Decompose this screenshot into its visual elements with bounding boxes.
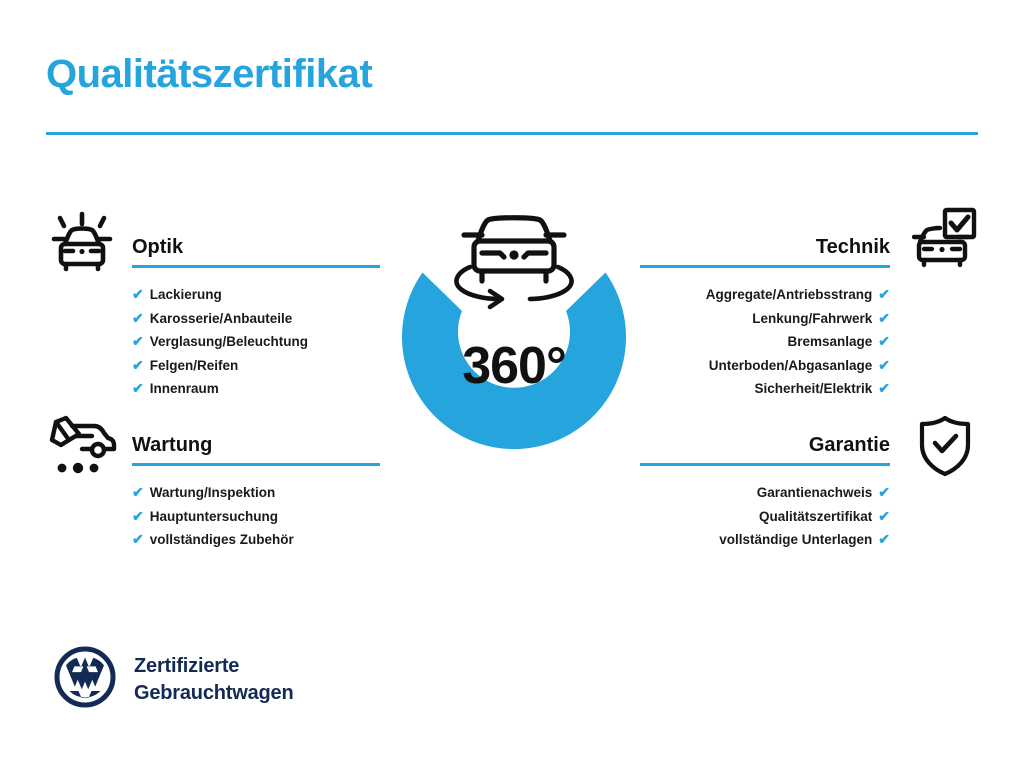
list-item-label: Unterboden/Abgasanlage [708,357,873,373]
check-icon: ✔ [132,309,144,326]
badge-ring [402,272,626,450]
check-icon: ✔ [878,286,890,302]
list-item: ✔ Innenraum [132,377,380,401]
list-item-label: vollständiges Zubehör [149,532,294,547]
section-heading-technik: Technik [815,236,890,258]
list-item-label: Felgen/Reifen [149,357,239,373]
vw-wordmark-line2: Gebrauchtwagen [134,681,294,704]
section-technik: Technik Aggregate/Antriebsstrang ✔ Lenkun… [640,236,890,401]
section-divider-optik [132,265,380,268]
section-optik: Optik ✔ Lackierung ✔ Karosserie/Anbauteile… [132,236,380,401]
section-garantie: Garantie Garantienachweis ✔ Qualitätszert… [640,434,890,552]
list-item-label: Lackierung [149,287,222,302]
car-checkbox-icon [911,206,978,277]
list-item-label: Verglasung/Beleuchtung [149,334,309,349]
list-item: Unterboden/Abgasanlage ✔ [640,354,890,378]
car-service-pencil-icon [46,414,118,485]
checklist-garantie: Garantienachweis ✔ Qualitätszertifikat ✔ v… [640,481,890,552]
check-icon: ✔ [132,286,144,302]
check-icon: ✔ [132,380,144,396]
list-item: Aggregate/Antriebsstrang ✔ [640,283,890,307]
list-item: ✔ Wartung/Inspektion [132,481,380,505]
list-item-label: Hauptuntersuchung [149,508,278,524]
vw-wordmark: Zertifizierte Gebrauchtwagen [134,653,294,706]
list-item: Bremsanlage ✔ [640,330,890,354]
check-icon: ✔ [132,531,144,547]
list-item-label: Sicherheit/Elektrik [754,381,873,396]
car-rotate-icon [454,215,574,310]
list-item-label: Garantienachweis [756,485,873,500]
list-item-label: Bremsanlage [787,334,873,349]
shield-check-icon [916,414,974,483]
list-item: Qualitätszertifikat ✔ [640,505,890,529]
list-item-label: Karosserie/Anbauteile [149,310,293,326]
check-icon: ✔ [132,356,144,373]
vw-logo [54,646,116,713]
list-item-label: Innenraum [149,381,219,396]
check-icon: ✔ [878,507,890,524]
check-icon: ✔ [132,507,144,524]
checklist-optik: ✔ Lackierung ✔ Karosserie/Anbauteile ✔ Verg… [132,283,380,401]
vw-certified-lockup: Zertifizierte Gebrauchtwagen [54,646,294,713]
list-item-label: vollständige Unterlagen [719,532,873,547]
section-wartung: Wartung ✔ Wartung/Inspektion ✔ Hauptunters… [132,434,380,552]
list-item: ✔ vollständiges Zubehör [132,528,380,552]
list-item: ✔ Verglasung/Beleuchtung [132,330,380,354]
check-icon: ✔ [878,484,890,500]
page-title: Qualitätszertifikat [46,52,373,96]
section-heading-wartung: Wartung [132,434,213,456]
list-item-label: Qualitätszertifikat [758,508,873,524]
list-item: vollständige Unterlagen ✔ [640,528,890,552]
badge-value: 360° [462,337,567,395]
list-item: ✔ Lackierung [132,283,380,307]
check-icon: ✔ [878,309,890,326]
section-divider-wartung [132,463,380,466]
list-item-label: Aggregate/Antriebsstrang [705,287,873,302]
section-divider-garantie [640,463,890,466]
check-icon: ✔ [878,333,890,349]
section-heading-garantie: Garantie [808,434,890,456]
list-item: ✔ Karosserie/Anbauteile [132,307,380,331]
check-icon: ✔ [878,380,890,396]
section-divider-technik [640,265,890,268]
check-icon: ✔ [878,531,890,547]
list-item-label: Lenkung/Fahrwerk [752,310,873,326]
car-shine-icon [46,206,118,283]
list-item: ✔ Hauptuntersuchung [132,505,380,529]
badge-360-gebrauchtwagen-check: Gebrauchtwagen-Check 360° [378,193,650,493]
list-item-label: Wartung/Inspektion [149,485,276,500]
checklist-technik: Aggregate/Antriebsstrang ✔ Lenkung/Fahrwe… [640,283,890,401]
list-item: Sicherheit/Elektrik ✔ [640,377,890,401]
list-item: Garantienachweis ✔ [640,481,890,505]
list-item: Lenkung/Fahrwerk ✔ [640,307,890,331]
section-heading-optik: Optik [132,236,184,258]
vw-wordmark-line1: Zertifizierte [134,655,240,678]
check-icon: ✔ [878,356,890,373]
check-icon: ✔ [132,484,144,500]
title-divider [46,132,978,135]
check-icon: ✔ [132,333,144,349]
list-item: ✔ Felgen/Reifen [132,354,380,378]
checklist-wartung: ✔ Wartung/Inspektion ✔ Hauptuntersuchung ✔… [132,481,380,552]
